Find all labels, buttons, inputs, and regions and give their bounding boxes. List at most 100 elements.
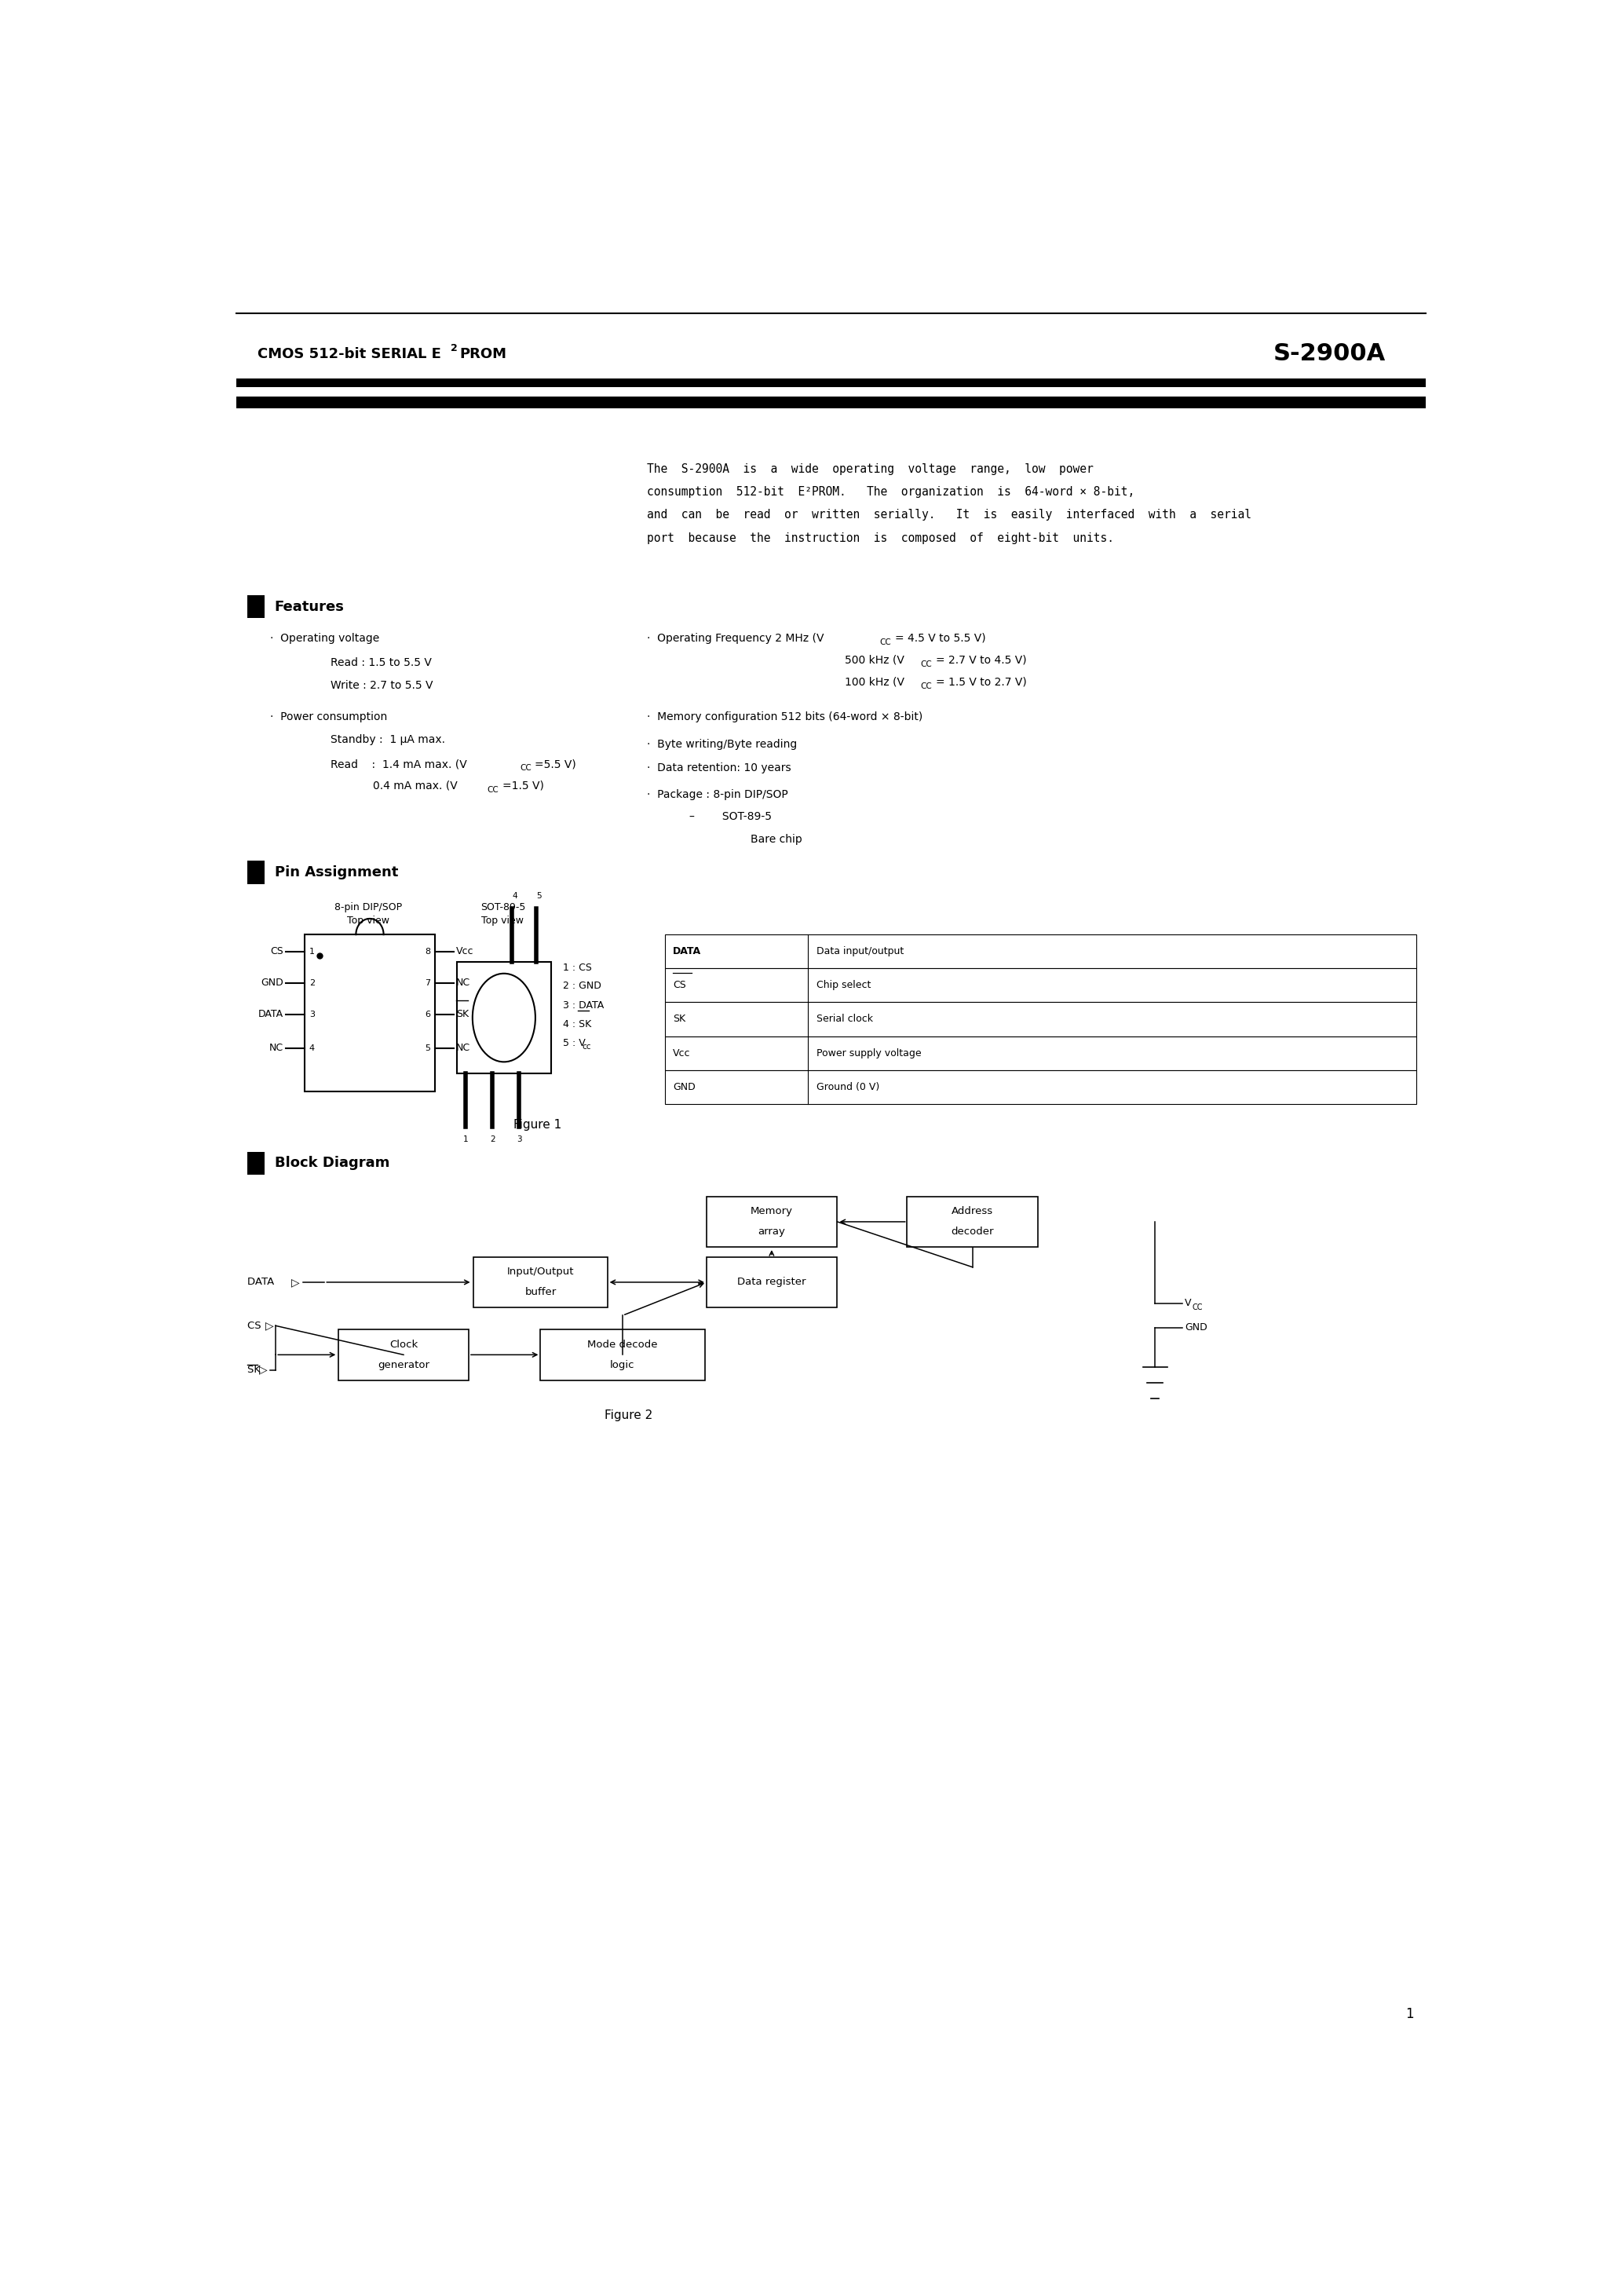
Text: Pin Assignment: Pin Assignment — [274, 866, 397, 879]
Text: =5.5 V): =5.5 V) — [535, 758, 576, 769]
Text: CC: CC — [879, 638, 890, 647]
Text: CMOS 512-bit SERIAL E: CMOS 512-bit SERIAL E — [258, 347, 441, 360]
Text: 5: 5 — [425, 1045, 430, 1052]
Text: Serial clock: Serial clock — [817, 1015, 873, 1024]
Text: Top view: Top view — [482, 916, 524, 925]
Text: Memory: Memory — [751, 1205, 793, 1217]
Text: logic: logic — [610, 1359, 634, 1371]
Text: 4: 4 — [513, 893, 517, 900]
Text: CS: CS — [247, 1320, 264, 1332]
Text: 5: 5 — [537, 893, 542, 900]
Text: CC: CC — [519, 765, 532, 771]
Text: generator: generator — [378, 1359, 430, 1371]
Text: Input/Output: Input/Output — [506, 1267, 574, 1277]
Text: = 4.5 V to 5.5 V): = 4.5 V to 5.5 V) — [895, 634, 986, 643]
Text: CS: CS — [673, 980, 686, 990]
Bar — [665, 1035, 1416, 1070]
Bar — [665, 1003, 1416, 1035]
Text: =1.5 V): =1.5 V) — [503, 781, 543, 792]
Text: GND: GND — [673, 1081, 696, 1093]
Text: DATA: DATA — [247, 1277, 277, 1288]
Text: decoder: decoder — [950, 1226, 994, 1238]
Text: Block Diagram: Block Diagram — [274, 1157, 389, 1171]
Bar — [665, 934, 1416, 969]
Text: ▷: ▷ — [266, 1320, 274, 1332]
Text: 3: 3 — [516, 1137, 522, 1143]
Text: ·  Operating Frequency 2 MHz (V: · Operating Frequency 2 MHz (V — [647, 634, 824, 643]
Text: GND: GND — [261, 978, 284, 987]
Text: S-2900A: S-2900A — [1273, 342, 1387, 365]
Text: Data input/output: Data input/output — [817, 946, 903, 957]
Bar — [540, 1329, 704, 1380]
Bar — [706, 1196, 837, 1247]
Text: Figure 1: Figure 1 — [513, 1118, 561, 1132]
Text: 2 : GND: 2 : GND — [563, 980, 602, 992]
Text: 5 : V: 5 : V — [563, 1038, 586, 1049]
Text: consumption  512-bit  E²PROM.   The  organization  is  64-word × 8-bit,: consumption 512-bit E²PROM. The organiza… — [647, 487, 1135, 498]
Text: SK: SK — [247, 1364, 264, 1375]
Text: ▷: ▷ — [290, 1277, 300, 1288]
Bar — [247, 861, 264, 884]
Text: ·  Package : 8-pin DIP/SOP: · Package : 8-pin DIP/SOP — [647, 790, 788, 799]
Text: CC: CC — [1192, 1304, 1202, 1311]
Text: Read : 1.5 to 5.5 V: Read : 1.5 to 5.5 V — [331, 657, 431, 668]
Text: 1: 1 — [462, 1137, 469, 1143]
Text: SOT-89-5: SOT-89-5 — [480, 902, 526, 912]
Text: Top view: Top view — [347, 916, 389, 925]
Text: CS: CS — [271, 946, 284, 957]
Text: Ground (0 V): Ground (0 V) — [817, 1081, 879, 1093]
Text: Data register: Data register — [738, 1277, 806, 1288]
Text: 3 : DATA: 3 : DATA — [563, 1001, 603, 1010]
Text: 500 kHz (V: 500 kHz (V — [845, 654, 903, 666]
Text: CC: CC — [921, 682, 933, 691]
Text: Address: Address — [952, 1205, 993, 1217]
Text: –        SOT-89-5: – SOT-89-5 — [689, 810, 772, 822]
Text: Read    :  1.4 mA max. (V: Read : 1.4 mA max. (V — [331, 758, 467, 769]
Text: DATA: DATA — [673, 946, 701, 957]
Text: Figure 2: Figure 2 — [605, 1410, 652, 1421]
Text: Standby :  1 μA max.: Standby : 1 μA max. — [331, 735, 444, 746]
Text: Mode decode: Mode decode — [587, 1339, 657, 1350]
Text: SK: SK — [456, 1010, 469, 1019]
Text: 8: 8 — [425, 948, 430, 955]
Text: buffer: buffer — [524, 1288, 556, 1297]
Text: 8-pin DIP/SOP: 8-pin DIP/SOP — [334, 902, 402, 912]
Text: ·  Data retention: 10 years: · Data retention: 10 years — [647, 762, 792, 774]
Text: DATA: DATA — [258, 1010, 284, 1019]
Text: NC: NC — [456, 1042, 470, 1054]
Text: 3: 3 — [310, 1010, 315, 1019]
Text: CC: CC — [921, 661, 933, 668]
Text: Write : 2.7 to 5.5 V: Write : 2.7 to 5.5 V — [331, 680, 433, 691]
Text: 0.4 mA max. (V: 0.4 mA max. (V — [373, 781, 457, 792]
Text: 2: 2 — [490, 1137, 495, 1143]
Text: 7: 7 — [425, 978, 430, 987]
Text: Vcc: Vcc — [673, 1047, 691, 1058]
Text: 6: 6 — [425, 1010, 430, 1019]
Text: V: V — [1184, 1297, 1192, 1309]
Text: Clock: Clock — [389, 1339, 418, 1350]
Text: array: array — [757, 1226, 785, 1238]
Bar — [237, 379, 1426, 388]
Text: = 2.7 V to 4.5 V): = 2.7 V to 4.5 V) — [936, 654, 1027, 666]
Text: Chip select: Chip select — [817, 980, 871, 990]
Text: GND: GND — [1184, 1322, 1207, 1332]
Bar — [305, 934, 435, 1093]
Text: cc: cc — [582, 1042, 592, 1052]
Text: port  because  the  instruction  is  composed  of  eight-bit  units.: port because the instruction is composed… — [647, 533, 1114, 544]
Bar — [337, 1329, 469, 1380]
Text: 4 : SK: 4 : SK — [563, 1019, 592, 1029]
Text: 1: 1 — [310, 948, 315, 955]
Text: 2: 2 — [310, 978, 315, 987]
Text: Vcc: Vcc — [456, 946, 474, 957]
Text: ·  Byte writing/Byte reading: · Byte writing/Byte reading — [647, 739, 796, 748]
Text: Features: Features — [274, 599, 344, 613]
Text: SK: SK — [673, 1015, 686, 1024]
Text: CC: CC — [487, 785, 498, 794]
Text: PROM: PROM — [459, 347, 506, 360]
Text: 4: 4 — [310, 1045, 315, 1052]
Text: ·  Operating voltage: · Operating voltage — [269, 634, 380, 643]
Text: 100 kHz (V: 100 kHz (V — [845, 677, 905, 687]
Text: ·  Memory configuration 512 bits (64-word × 8-bit): · Memory configuration 512 bits (64-word… — [647, 712, 923, 723]
Text: = 1.5 V to 2.7 V): = 1.5 V to 2.7 V) — [936, 677, 1027, 687]
Bar — [665, 1070, 1416, 1104]
